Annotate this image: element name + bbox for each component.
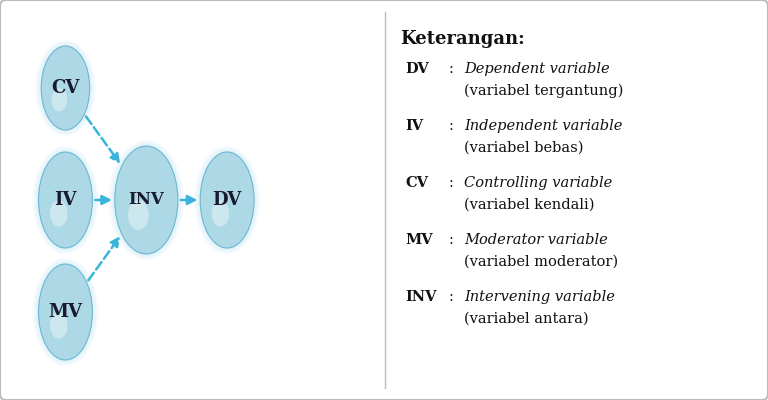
Text: Controlling variable: Controlling variable <box>464 176 612 190</box>
Text: (variabel tergantung): (variabel tergantung) <box>464 84 624 98</box>
Ellipse shape <box>51 88 68 111</box>
Ellipse shape <box>194 146 260 254</box>
Ellipse shape <box>38 264 92 360</box>
Text: INV: INV <box>405 290 436 304</box>
Ellipse shape <box>128 200 149 230</box>
Text: MV: MV <box>48 303 82 321</box>
Text: Keterangan:: Keterangan: <box>400 30 525 48</box>
Text: DV: DV <box>213 191 242 209</box>
Ellipse shape <box>114 146 178 254</box>
Text: (variabel bebas): (variabel bebas) <box>464 141 584 155</box>
Ellipse shape <box>109 140 184 260</box>
Text: (variabel moderator): (variabel moderator) <box>464 255 618 269</box>
Ellipse shape <box>32 146 98 254</box>
Ellipse shape <box>38 152 92 248</box>
Ellipse shape <box>35 40 96 136</box>
Ellipse shape <box>37 262 94 362</box>
Text: Intervening variable: Intervening variable <box>464 290 615 304</box>
Text: (variabel kendali): (variabel kendali) <box>464 198 594 212</box>
Ellipse shape <box>200 152 254 248</box>
Ellipse shape <box>113 144 180 256</box>
Text: CV: CV <box>405 176 428 190</box>
Text: INV: INV <box>128 192 164 208</box>
Ellipse shape <box>37 42 94 134</box>
Text: Moderator variable: Moderator variable <box>464 233 607 247</box>
Ellipse shape <box>50 200 68 227</box>
Ellipse shape <box>212 200 229 227</box>
Text: CV: CV <box>51 79 80 97</box>
Text: :: : <box>448 62 453 76</box>
Text: :: : <box>448 233 453 247</box>
Text: IV: IV <box>55 191 77 209</box>
Ellipse shape <box>39 44 91 132</box>
Text: :: : <box>448 290 453 304</box>
Text: IV: IV <box>405 119 423 133</box>
Text: (variabel antara): (variabel antara) <box>464 312 588 326</box>
Text: :: : <box>448 176 453 190</box>
Ellipse shape <box>198 150 256 250</box>
Text: DV: DV <box>405 62 429 76</box>
Ellipse shape <box>32 258 98 366</box>
Text: Dependent variable: Dependent variable <box>464 62 610 76</box>
Ellipse shape <box>111 142 182 258</box>
Ellipse shape <box>50 312 68 339</box>
Text: :: : <box>448 119 453 133</box>
Ellipse shape <box>37 150 94 250</box>
Text: Independent variable: Independent variable <box>464 119 622 133</box>
Ellipse shape <box>35 148 97 252</box>
Ellipse shape <box>35 260 97 364</box>
Ellipse shape <box>41 46 90 130</box>
Text: MV: MV <box>405 233 432 247</box>
Ellipse shape <box>196 148 258 252</box>
